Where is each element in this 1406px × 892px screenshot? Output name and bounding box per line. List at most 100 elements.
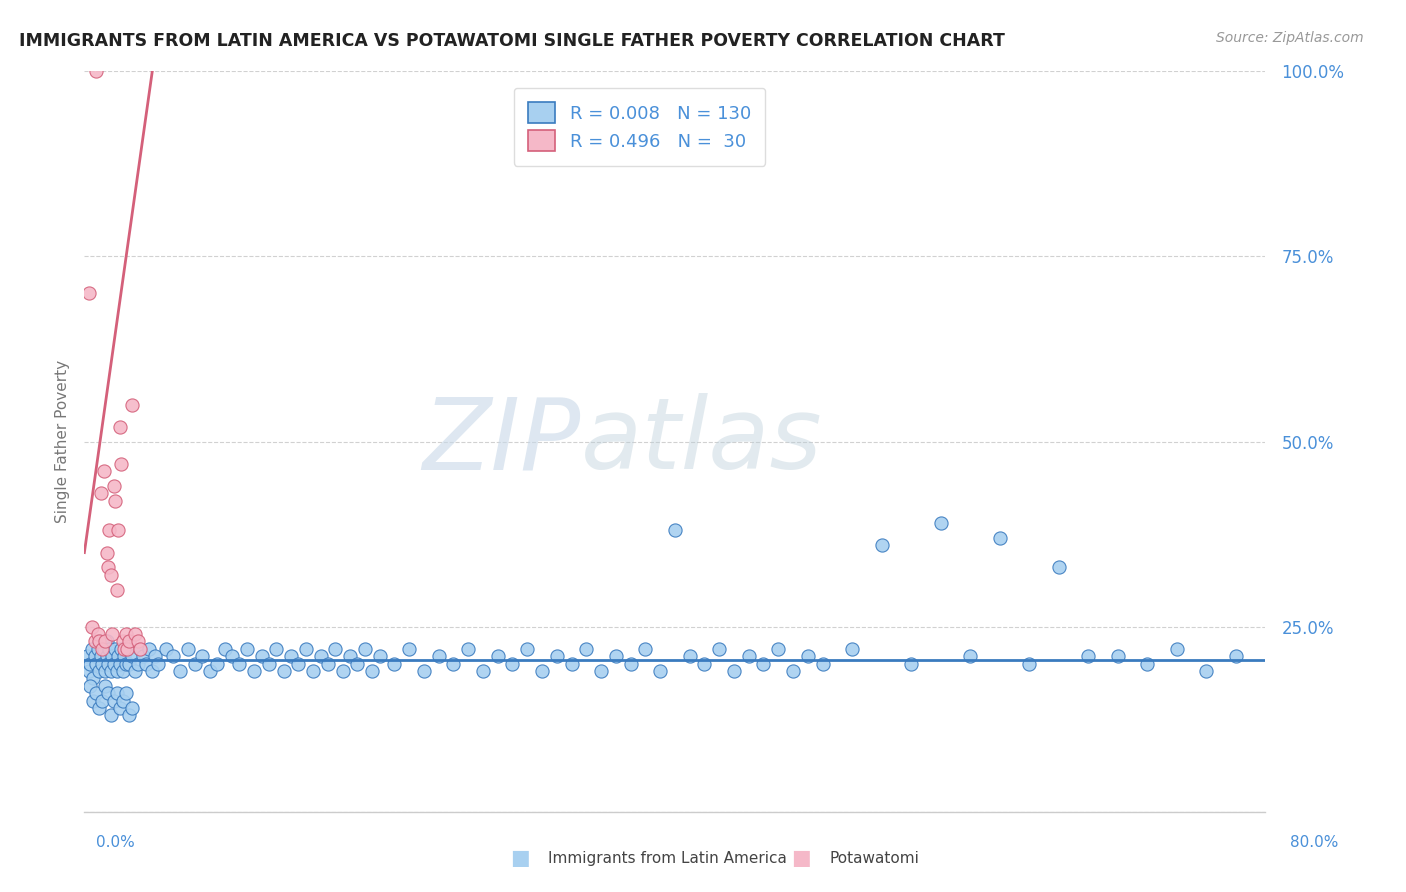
Point <box>129 641 152 656</box>
Point <box>129 641 152 656</box>
Point <box>97 560 120 574</box>
Point <box>332 664 354 678</box>
Point <box>1225 649 1247 664</box>
Point <box>811 657 834 671</box>
Text: Source: ZipAtlas.com: Source: ZipAtlas.com <box>1216 31 1364 45</box>
Point <box>141 664 163 678</box>
Point <box>516 641 538 656</box>
Point <box>97 657 120 671</box>
Point <box>531 664 554 678</box>
Text: ZIP: ZIP <box>422 393 581 490</box>
Point <box>155 641 177 656</box>
Point <box>841 641 863 656</box>
Point <box>398 641 420 656</box>
Point <box>457 641 479 656</box>
Point <box>114 627 136 641</box>
Point <box>110 641 132 656</box>
Point <box>110 457 132 471</box>
Point <box>100 567 122 582</box>
Point <box>723 664 745 678</box>
Point <box>91 657 114 671</box>
Point <box>80 619 103 633</box>
Point <box>768 641 790 656</box>
Point <box>101 649 124 664</box>
Point <box>115 641 138 656</box>
Point <box>108 701 131 715</box>
Point <box>108 419 131 434</box>
Point <box>797 649 820 664</box>
Point <box>1107 649 1129 664</box>
Point <box>1018 657 1040 671</box>
Point <box>427 649 450 664</box>
Point <box>132 649 155 664</box>
Point <box>100 664 122 678</box>
Point <box>346 657 368 671</box>
Point <box>127 657 149 671</box>
Point <box>91 641 114 656</box>
Text: atlas: atlas <box>581 393 823 490</box>
Point <box>782 664 804 678</box>
Point <box>382 657 406 671</box>
Point <box>1166 641 1188 656</box>
Point <box>90 649 112 664</box>
Point <box>121 398 143 412</box>
Point <box>112 641 135 656</box>
Point <box>561 657 583 671</box>
Point <box>988 531 1011 545</box>
Point <box>90 486 112 500</box>
Point <box>236 641 259 656</box>
Point <box>77 286 100 301</box>
Point <box>184 657 207 671</box>
Point <box>214 641 236 656</box>
Point <box>86 627 108 641</box>
Point <box>105 582 128 597</box>
Point <box>84 657 107 671</box>
Point <box>93 464 115 478</box>
Point <box>111 664 134 678</box>
Point <box>94 664 117 678</box>
Point <box>169 664 191 678</box>
Point <box>486 649 509 664</box>
Point <box>104 641 127 656</box>
Point <box>591 664 613 678</box>
Point <box>121 701 143 715</box>
Point <box>84 64 107 78</box>
Point <box>79 679 101 693</box>
Point <box>266 641 288 656</box>
Point <box>207 657 229 671</box>
Point <box>101 627 124 641</box>
Point <box>112 649 135 664</box>
Point <box>752 657 775 671</box>
Point <box>316 657 339 671</box>
Point <box>738 649 761 664</box>
Point <box>191 649 214 664</box>
Point <box>114 657 136 671</box>
Point <box>97 686 120 700</box>
Point <box>98 641 121 656</box>
Point <box>103 657 125 671</box>
Point <box>257 657 280 671</box>
Point <box>96 546 118 560</box>
Point <box>287 657 309 671</box>
Point <box>127 634 149 648</box>
Point <box>870 538 893 552</box>
Point <box>103 479 125 493</box>
Text: 0.0%: 0.0% <box>96 836 135 850</box>
Point <box>82 694 104 708</box>
Point <box>1047 560 1070 574</box>
Point <box>693 657 716 671</box>
Point <box>82 672 104 686</box>
Point <box>94 634 117 648</box>
Point <box>709 641 731 656</box>
Point <box>118 708 141 723</box>
Point <box>1195 664 1218 678</box>
Point <box>228 657 250 671</box>
Point <box>472 664 495 678</box>
Point <box>135 657 157 671</box>
Text: Immigrants from Latin America: Immigrants from Latin America <box>548 851 787 865</box>
Point <box>107 524 129 538</box>
Point <box>546 649 568 664</box>
Point <box>87 664 111 678</box>
Point <box>664 524 686 538</box>
Point <box>605 649 627 664</box>
